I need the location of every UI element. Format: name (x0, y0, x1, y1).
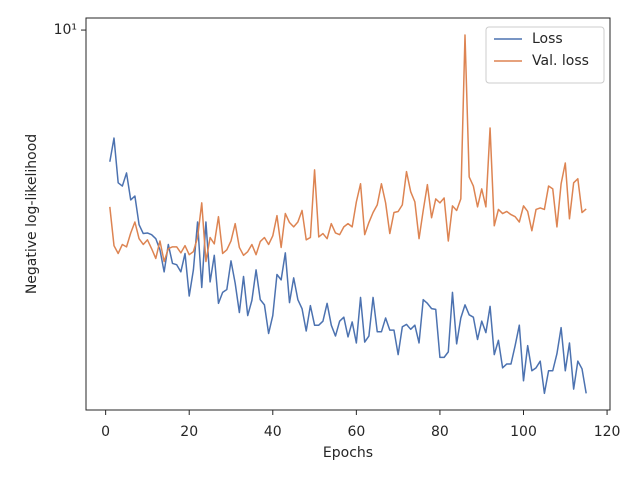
legend-label: Loss (532, 31, 563, 47)
plot-frame (85, 17, 611, 411)
series-line (109, 137, 587, 395)
x-tick-label: 20 (180, 424, 198, 440)
y-axis-label: Negative log-likelihood (24, 134, 40, 294)
x-tick-label: 60 (347, 424, 365, 440)
x-tick-label: 0 (101, 424, 110, 440)
x-tick-label: 80 (431, 424, 449, 440)
legend-label: Val. loss (532, 53, 589, 69)
x-tick-label: 120 (594, 424, 621, 440)
x-axis-label: Epochs (323, 445, 373, 461)
x-tick-label: 100 (510, 424, 537, 440)
y-tick-label: 10¹ (54, 22, 77, 38)
legend-box (485, 26, 605, 84)
series-line (109, 34, 587, 263)
x-tick-label: 40 (264, 424, 282, 440)
